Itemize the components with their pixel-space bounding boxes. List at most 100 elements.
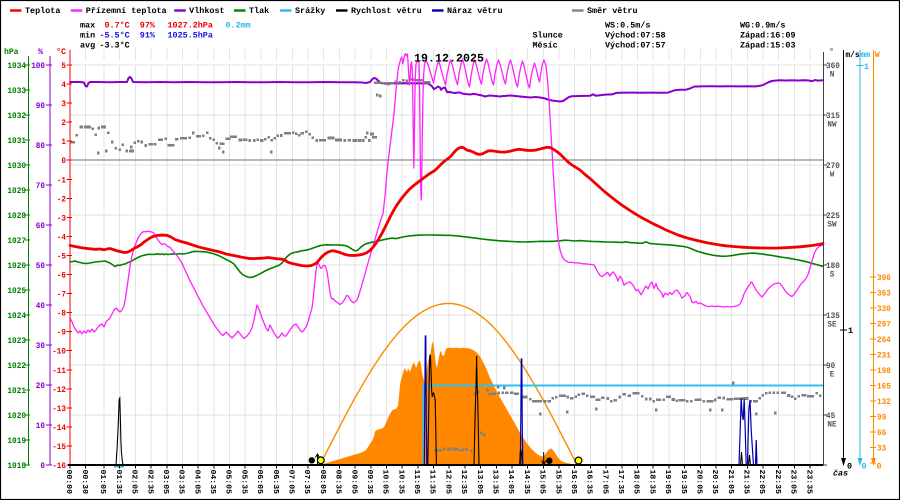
svg-text:1: 1	[61, 137, 66, 147]
svg-text:1018: 1018	[7, 461, 26, 471]
svg-text:1026: 1026	[7, 261, 26, 271]
svg-text:Přízemní teplota: Přízemní teplota	[86, 6, 167, 16]
svg-text:23:35: 23:35	[804, 470, 813, 495]
svg-text:1023: 1023	[7, 336, 26, 346]
svg-text:10:05: 10:05	[381, 470, 390, 495]
svg-text:-14: -14	[52, 423, 66, 433]
svg-text:04:35: 04:35	[208, 470, 217, 495]
svg-text:08:35: 08:35	[334, 470, 343, 495]
svg-text:-4: -4	[57, 232, 66, 242]
svg-text:avg: avg	[80, 40, 95, 50]
svg-text:čas: čas	[833, 469, 848, 479]
svg-text:01:05: 01:05	[98, 470, 107, 495]
svg-text:14:35: 14:35	[522, 470, 531, 495]
svg-text:20:35: 20:35	[710, 470, 719, 495]
svg-text:30: 30	[36, 341, 45, 351]
svg-text:00:00: 00:00	[64, 470, 73, 495]
svg-text:80: 80	[36, 141, 45, 151]
svg-text:20: 20	[36, 381, 45, 391]
svg-text:-12: -12	[52, 385, 66, 395]
svg-text:NW: NW	[827, 120, 837, 130]
svg-text:1034: 1034	[7, 61, 26, 71]
svg-text:04:05: 04:05	[192, 470, 201, 495]
svg-text:-5.5°C: -5.5°C	[99, 30, 129, 40]
svg-text:E: E	[830, 370, 835, 380]
svg-text:Srážky: Srážky	[295, 6, 325, 16]
svg-text:WG:0.9m/s: WG:0.9m/s	[740, 20, 785, 30]
svg-text:-7: -7	[57, 290, 66, 300]
svg-text:-3.3°C: -3.3°C	[99, 40, 129, 50]
svg-text:00:30: 00:30	[80, 470, 89, 495]
svg-text:90: 90	[826, 361, 835, 371]
svg-text:10:35: 10:35	[396, 470, 405, 495]
svg-text:21:35: 21:35	[742, 470, 751, 495]
svg-text:-11: -11	[52, 366, 66, 376]
svg-text:°C: °C	[56, 47, 66, 57]
svg-text:14:05: 14:05	[506, 470, 515, 495]
svg-text:4: 4	[61, 80, 66, 90]
svg-text:60: 60	[36, 221, 45, 231]
svg-text:max: max	[80, 20, 95, 30]
svg-text:mm: mm	[861, 50, 871, 60]
svg-text:Vlhkost: Vlhkost	[189, 6, 224, 16]
svg-text:180: 180	[826, 261, 840, 271]
svg-text:19:05: 19:05	[663, 470, 672, 495]
svg-text:20:05: 20:05	[695, 470, 704, 495]
svg-text:16:35: 16:35	[585, 470, 594, 495]
svg-text:315: 315	[826, 111, 840, 121]
svg-text:1027.2hPa: 1027.2hPa	[168, 20, 213, 30]
svg-text:135: 135	[826, 311, 840, 321]
svg-text:03:05: 03:05	[161, 470, 170, 495]
svg-text:1030: 1030	[7, 161, 26, 171]
svg-text:12:05: 12:05	[443, 470, 452, 495]
svg-text:66: 66	[877, 428, 886, 438]
svg-text:11:35: 11:35	[428, 470, 437, 495]
svg-text:03:35: 03:35	[177, 470, 186, 495]
svg-text:08:05: 08:05	[318, 470, 327, 495]
svg-text:1019: 1019	[7, 436, 26, 446]
svg-text:198: 198	[877, 366, 891, 376]
svg-text:Západ:16:09: Západ:16:09	[740, 30, 796, 40]
svg-text:WS:0.5m/s: WS:0.5m/s	[605, 20, 650, 30]
svg-text:17:35: 17:35	[616, 470, 625, 495]
svg-text:06:35: 06:35	[271, 470, 280, 495]
svg-text:Tlak: Tlak	[249, 6, 269, 16]
svg-text:225: 225	[826, 211, 840, 221]
svg-text:m/s: m/s	[846, 50, 860, 60]
svg-text:hPa: hPa	[4, 47, 19, 57]
svg-text:%: %	[38, 47, 44, 57]
svg-text:0.2mm: 0.2mm	[225, 20, 250, 30]
svg-text:-1: -1	[57, 175, 66, 185]
svg-text:09:35: 09:35	[365, 470, 374, 495]
svg-text:-10: -10	[52, 347, 66, 357]
svg-text:19.12.2025: 19.12.2025	[414, 53, 484, 66]
svg-text:13:05: 13:05	[475, 470, 484, 495]
svg-text:N: N	[830, 70, 835, 80]
svg-text:°: °	[829, 47, 834, 57]
svg-text:Západ:15:03: Západ:15:03	[740, 40, 796, 50]
svg-text:97%: 97%	[140, 20, 156, 30]
svg-text:Směr větru: Směr větru	[587, 6, 638, 16]
svg-text:-5: -5	[57, 252, 66, 262]
svg-text:15:35: 15:35	[553, 470, 562, 495]
svg-text:1022: 1022	[7, 361, 26, 371]
svg-text:50: 50	[36, 261, 45, 271]
svg-text:45: 45	[826, 411, 835, 421]
svg-text:33: 33	[877, 444, 886, 454]
svg-text:1025.5hPa: 1025.5hPa	[168, 30, 213, 40]
svg-text:5: 5	[61, 61, 66, 71]
svg-text:0: 0	[40, 461, 45, 471]
svg-text:-16: -16	[52, 461, 66, 471]
svg-text:1020: 1020	[7, 411, 26, 421]
svg-text:1025: 1025	[7, 286, 26, 296]
svg-text:23:05: 23:05	[789, 470, 798, 495]
svg-text:07:35: 07:35	[302, 470, 311, 495]
svg-text:18:05: 18:05	[632, 470, 641, 495]
svg-text:90: 90	[36, 101, 45, 111]
svg-text:99: 99	[877, 413, 886, 423]
svg-text:1027: 1027	[7, 236, 26, 246]
svg-text:363: 363	[877, 289, 891, 299]
svg-text:1: 1	[864, 62, 869, 72]
svg-text:18:35: 18:35	[647, 470, 656, 495]
svg-text:1033: 1033	[7, 86, 26, 96]
